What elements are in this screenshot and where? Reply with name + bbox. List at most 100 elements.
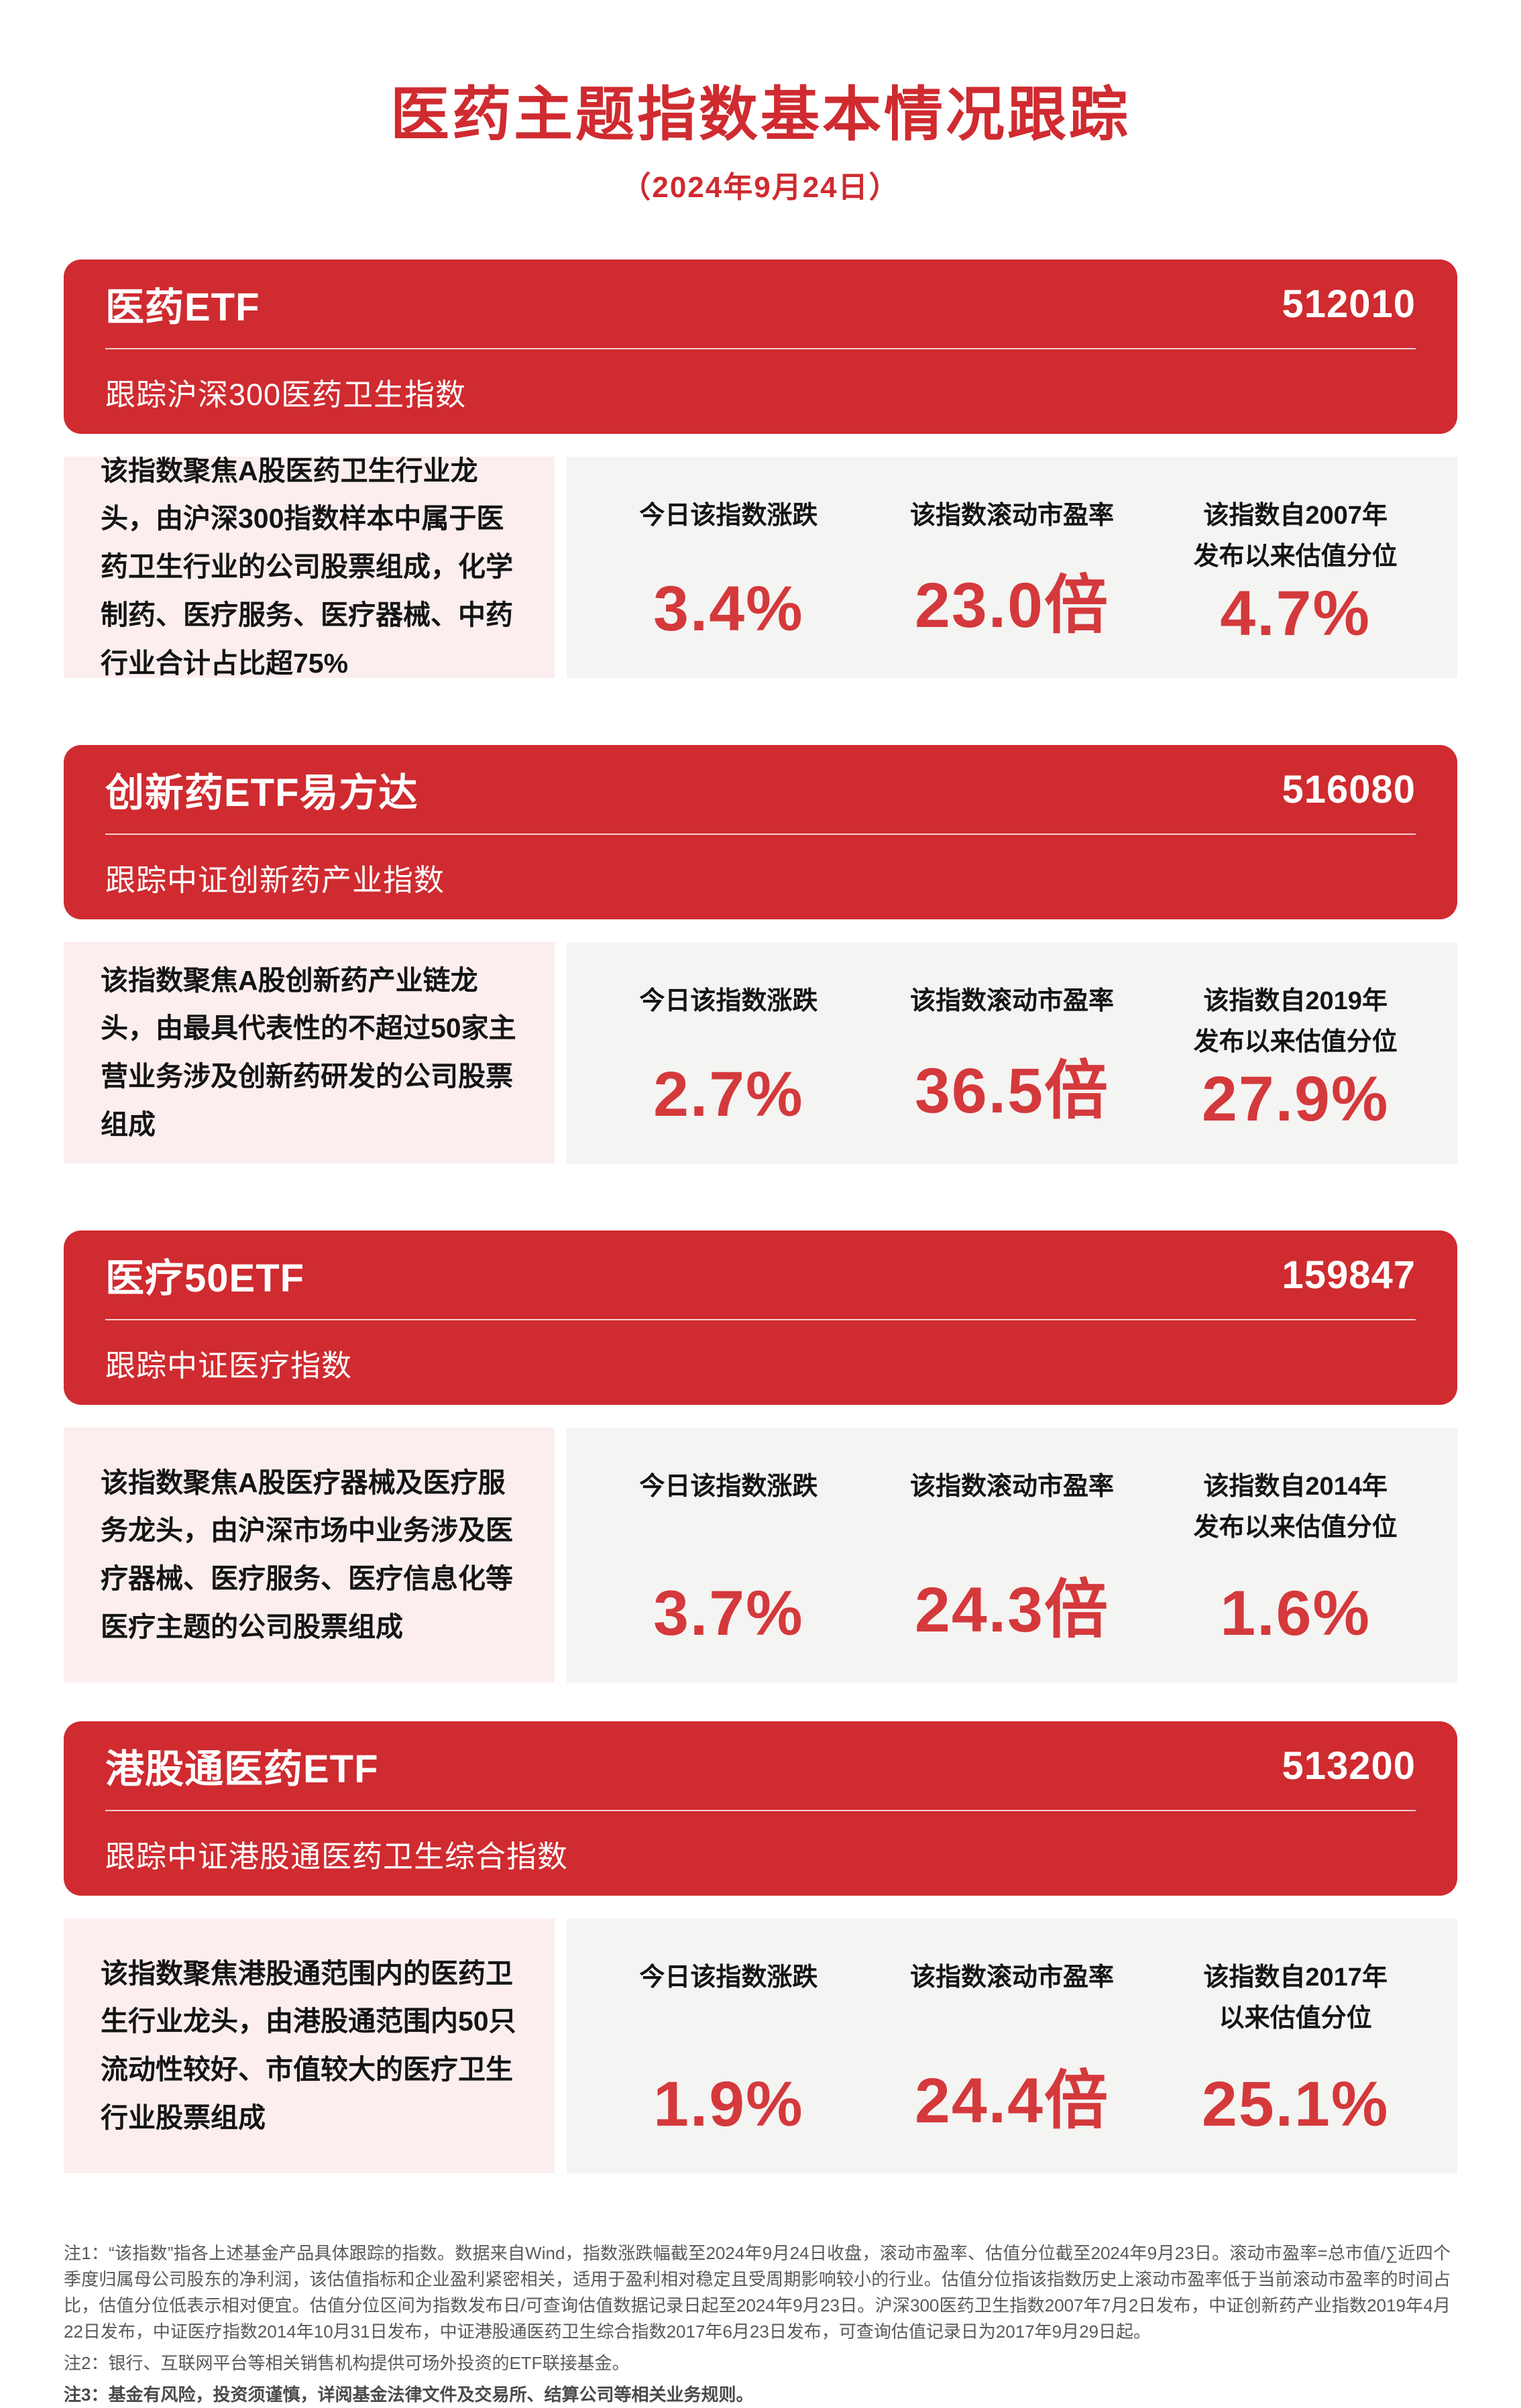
metric-label-line1: 该指数自2007年 <box>1203 502 1388 530</box>
etf-name: 医药ETF <box>105 286 260 329</box>
metric-label: 今日该指数涨跌 <box>639 1467 818 1507</box>
metrics-panel: 今日该指数涨跌 3.7% 该指数滚动市盈率 24.3倍 该指数自2014年 <box>567 1428 1457 1682</box>
metric-label-line1: 该指数滚动市盈率 <box>910 1473 1115 1501</box>
etf-card-516080: 创新药ETF易方达 516080 跟踪中证创新药产业指数 该指数聚焦A股创新药产… <box>64 745 1457 1163</box>
metric-label-line1: 今日该指数涨跌 <box>639 1963 818 1992</box>
metric-value: 4.7% <box>1220 577 1371 649</box>
metric-label: 今日该指数涨跌 <box>639 496 818 536</box>
metric-label: 该指数滚动市盈率 <box>910 1957 1114 1998</box>
etf-description: 该指数聚焦A股创新药产业链龙头，由最具代表性的不超过50家主营业务涉及创新药研发… <box>64 942 555 1163</box>
page-date: （2024年9月24日） <box>621 171 900 204</box>
etf-code: 513200 <box>1282 1743 1416 1788</box>
header-divider <box>105 1319 1416 1320</box>
metric-label-line1: 今日该指数涨跌 <box>639 987 818 1015</box>
etf-card-159847: 医疗50ETF 159847 跟踪中证医疗指数 该指数聚焦A股医疗器械及医疗服务… <box>64 1230 1457 1682</box>
metric-valuation-percentile: 该指数自2019年 发布以来估值分位 27.9% <box>1153 981 1437 1135</box>
metric-value: 1.9% <box>653 2069 804 2140</box>
metric-label: 今日该指数涨跌 <box>639 981 818 1022</box>
card-header: 创新药ETF易方达 516080 跟踪中证创新药产业指数 <box>64 745 1457 919</box>
etf-description: 该指数聚焦港股通范围内的医药卫生行业龙头，由港股通范围内50只流动性较好、市值较… <box>64 1918 555 2173</box>
metric-label-line1: 今日该指数涨跌 <box>639 502 818 530</box>
footnote-1: 注1：“该指数”指各上述基金产品具体跟踪的指数。数据来自Wind，指数涨跌幅截至… <box>64 2243 1451 2342</box>
metric-label-line2: 以来估值分位 <box>1219 2004 1372 2032</box>
etf-code: 512010 <box>1282 282 1416 326</box>
metric-label-line1: 该指数自2019年 <box>1203 987 1388 1015</box>
etf-tracking-index: 跟踪中证港股通医药卫生综合指数 <box>105 1839 569 1874</box>
header-divider <box>105 348 1416 349</box>
card-header-row: 创新药ETF易方达 516080 <box>105 745 1416 834</box>
masthead: 医药主题指数基本情况跟踪 （2024年9月24日） <box>64 67 1457 206</box>
card-header-row: 医药ETF 512010 <box>105 260 1416 348</box>
metric-label-line2: 发布以来估值分位 <box>1193 1027 1398 1056</box>
metric-label-line1: 该指数滚动市盈率 <box>910 502 1115 530</box>
footnote-3-risk-warning: 注3：基金有风险，投资须谨慎，详阅基金法律文件及交易所、结算公司等相关业务规则。 <box>64 2385 754 2405</box>
metrics-panel: 今日该指数涨跌 3.4% 该指数滚动市盈率 23.0倍 该指数自2007年 <box>567 457 1457 678</box>
metric-daily-change: 今日该指数涨跌 2.7% <box>587 981 870 1131</box>
etf-tracking-index: 跟踪中证医疗指数 <box>105 1348 353 1383</box>
metric-label: 该指数滚动市盈率 <box>910 1467 1114 1507</box>
metric-pe-ratio: 该指数滚动市盈率 23.0倍 <box>870 496 1154 646</box>
metric-label: 该指数自2019年 发布以来估值分位 <box>1194 981 1398 1063</box>
etf-name: 港股通医药ETF <box>105 1747 379 1791</box>
etf-card-512010: 医药ETF 512010 跟踪沪深300医药卫生指数 该指数聚焦A股医药卫生行业… <box>64 260 1457 679</box>
metric-valuation-percentile: 该指数自2014年 发布以来估值分位 1.6% <box>1153 1467 1437 1650</box>
etf-card-513200: 港股通医药ETF 513200 跟踪中证港股通医药卫生综合指数 该指数聚焦港股通… <box>64 1721 1457 2173</box>
card-header: 医疗50ETF 159847 跟踪中证医疗指数 <box>64 1230 1457 1405</box>
metric-label-line1: 该指数滚动市盈率 <box>910 1963 1115 1992</box>
metric-label-line1: 该指数自2017年 <box>1203 1963 1388 1992</box>
card-header: 医药ETF 512010 跟踪沪深300医药卫生指数 <box>64 260 1457 434</box>
metric-value: 1.6% <box>1220 1578 1371 1649</box>
metric-label: 今日该指数涨跌 <box>639 1957 818 1998</box>
etf-code: 159847 <box>1282 1253 1416 1297</box>
card-body: 该指数聚焦A股医疗器械及医疗服务龙头，由沪深市场中业务涉及医疗器械、医疗服务、医… <box>64 1428 1457 1682</box>
page-title: 医药主题指数基本情况跟踪 <box>390 81 1131 148</box>
metric-label-line1: 该指数滚动市盈率 <box>910 987 1115 1015</box>
metric-daily-change: 今日该指数涨跌 3.4% <box>587 496 870 646</box>
footnote-2: 注2：银行、互联网平台等相关销售机构提供可场外投资的ETF联接基金。 <box>64 2353 630 2373</box>
etf-description: 该指数聚焦A股医药卫生行业龙头，由沪深300指数样本中属于医药卫生行业的公司股票… <box>64 455 555 679</box>
metric-value: 2.7% <box>653 1059 804 1130</box>
etf-code: 516080 <box>1282 767 1416 811</box>
metric-label-line1: 该指数自2014年 <box>1203 1473 1388 1501</box>
etf-tracking-index: 跟踪沪深300医药卫生指数 <box>105 377 467 412</box>
card-body: 该指数聚焦A股医药卫生行业龙头，由沪深300指数样本中属于医药卫生行业的公司股票… <box>64 455 1457 679</box>
card-header-row: 医疗50ETF 159847 <box>105 1230 1416 1319</box>
metric-value: 24.4倍 <box>915 2065 1109 2136</box>
footnotes: 注1：“该指数”指各上述基金产品具体跟踪的指数。数据来自Wind，指数涨跌幅截至… <box>64 2240 1457 2408</box>
metric-label-line2: 发布以来估值分位 <box>1193 1513 1398 1542</box>
metric-label-line2: 发布以来估值分位 <box>1193 542 1398 571</box>
metric-daily-change: 今日该指数涨跌 3.7% <box>587 1467 870 1650</box>
etf-name: 医疗50ETF <box>105 1257 305 1300</box>
card-body: 该指数聚焦A股创新药产业链龙头，由最具代表性的不超过50家主营业务涉及创新药研发… <box>64 942 1457 1163</box>
metric-value: 3.7% <box>653 1578 804 1649</box>
etf-description: 该指数聚焦A股医疗器械及医疗服务龙头，由沪深市场中业务涉及医疗器械、医疗服务、医… <box>64 1428 555 1682</box>
metric-label: 该指数自2007年 发布以来估值分位 <box>1194 496 1398 577</box>
card-header-row: 港股通医药ETF 513200 <box>105 1721 1416 1810</box>
metrics-panel: 今日该指数涨跌 2.7% 该指数滚动市盈率 36.5倍 该指数自2019年 <box>567 942 1457 1163</box>
metric-value: 27.9% <box>1201 1063 1390 1135</box>
metric-valuation-percentile: 该指数自2017年 以来估值分位 25.1% <box>1153 1957 1437 2141</box>
header-divider <box>105 1810 1416 1811</box>
etf-name: 创新药ETF易方达 <box>105 771 418 815</box>
metric-pe-ratio: 该指数滚动市盈率 36.5倍 <box>870 981 1154 1131</box>
metric-label: 该指数滚动市盈率 <box>910 981 1114 1022</box>
metric-label: 该指数滚动市盈率 <box>910 496 1114 536</box>
metric-value: 23.0倍 <box>915 570 1109 641</box>
header-divider <box>105 834 1416 835</box>
metrics-panel: 今日该指数涨跌 1.9% 该指数滚动市盈率 24.4倍 该指数自2017年 <box>567 1918 1457 2173</box>
metric-label: 该指数自2014年 发布以来估值分位 <box>1194 1467 1398 1548</box>
metric-value: 3.4% <box>653 573 804 644</box>
card-header: 港股通医药ETF 513200 跟踪中证港股通医药卫生综合指数 <box>64 1721 1457 1896</box>
etf-tracking-index: 跟踪中证创新药产业指数 <box>105 862 445 897</box>
metric-label-line1: 今日该指数涨跌 <box>639 1473 818 1501</box>
metric-pe-ratio: 该指数滚动市盈率 24.3倍 <box>870 1467 1154 1650</box>
metric-label: 该指数自2017年 以来估值分位 <box>1203 1957 1388 2039</box>
metric-pe-ratio: 该指数滚动市盈率 24.4倍 <box>870 1957 1154 2141</box>
metric-valuation-percentile: 该指数自2007年 发布以来估值分位 4.7% <box>1153 496 1437 649</box>
card-body: 该指数聚焦港股通范围内的医药卫生行业龙头，由港股通范围内50只流动性较好、市值较… <box>64 1918 1457 2173</box>
metric-daily-change: 今日该指数涨跌 1.9% <box>587 1957 870 2141</box>
metric-value: 25.1% <box>1201 2069 1390 2140</box>
metric-value: 36.5倍 <box>915 1055 1109 1127</box>
metric-value: 24.3倍 <box>915 1574 1109 1646</box>
